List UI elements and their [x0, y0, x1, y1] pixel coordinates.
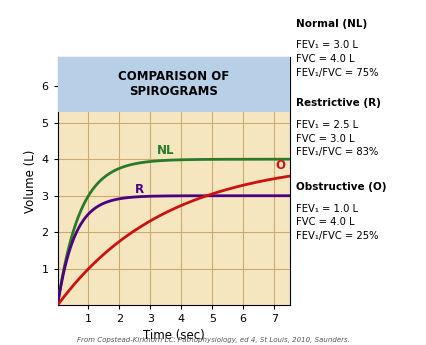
Text: FVC = 4.0 L: FVC = 4.0 L [296, 54, 354, 64]
Bar [58, 57, 290, 111]
Text: NL: NL [157, 144, 174, 157]
Text: FEV₁ = 3.0 L: FEV₁ = 3.0 L [296, 40, 358, 50]
Text: FVC = 3.0 L: FVC = 3.0 L [296, 134, 354, 144]
Y-axis label: Volume (L): Volume (L) [24, 149, 37, 213]
Text: Restrictive (R): Restrictive (R) [296, 98, 381, 108]
Text: O: O [276, 159, 286, 172]
Text: FEV₁/FVC = 83%: FEV₁/FVC = 83% [296, 147, 378, 157]
Text: Obstructive (O): Obstructive (O) [296, 182, 386, 192]
Text: Normal (NL): Normal (NL) [296, 19, 367, 29]
Text: FVC = 4.0 L: FVC = 4.0 L [296, 217, 354, 227]
Text: FEV₁ = 1.0 L: FEV₁ = 1.0 L [296, 204, 358, 214]
Bar [58, 57, 290, 111]
Text: FEV₁/FVC = 75%: FEV₁/FVC = 75% [296, 68, 379, 78]
Text: R: R [135, 183, 144, 196]
Text: COMPARISON OF
SPIROGRAMS: COMPARISON OF SPIROGRAMS [118, 70, 229, 98]
Text: From Copstead-Kirkhorn LC: Pathophysiology, ed 4, St Louis, 2010, Saunders.: From Copstead-Kirkhorn LC: Pathophysiolo… [77, 337, 349, 343]
Text: FEV₁ = 2.5 L: FEV₁ = 2.5 L [296, 120, 358, 130]
X-axis label: Time (sec): Time (sec) [143, 328, 204, 342]
Text: FEV₁/FVC = 25%: FEV₁/FVC = 25% [296, 231, 379, 241]
